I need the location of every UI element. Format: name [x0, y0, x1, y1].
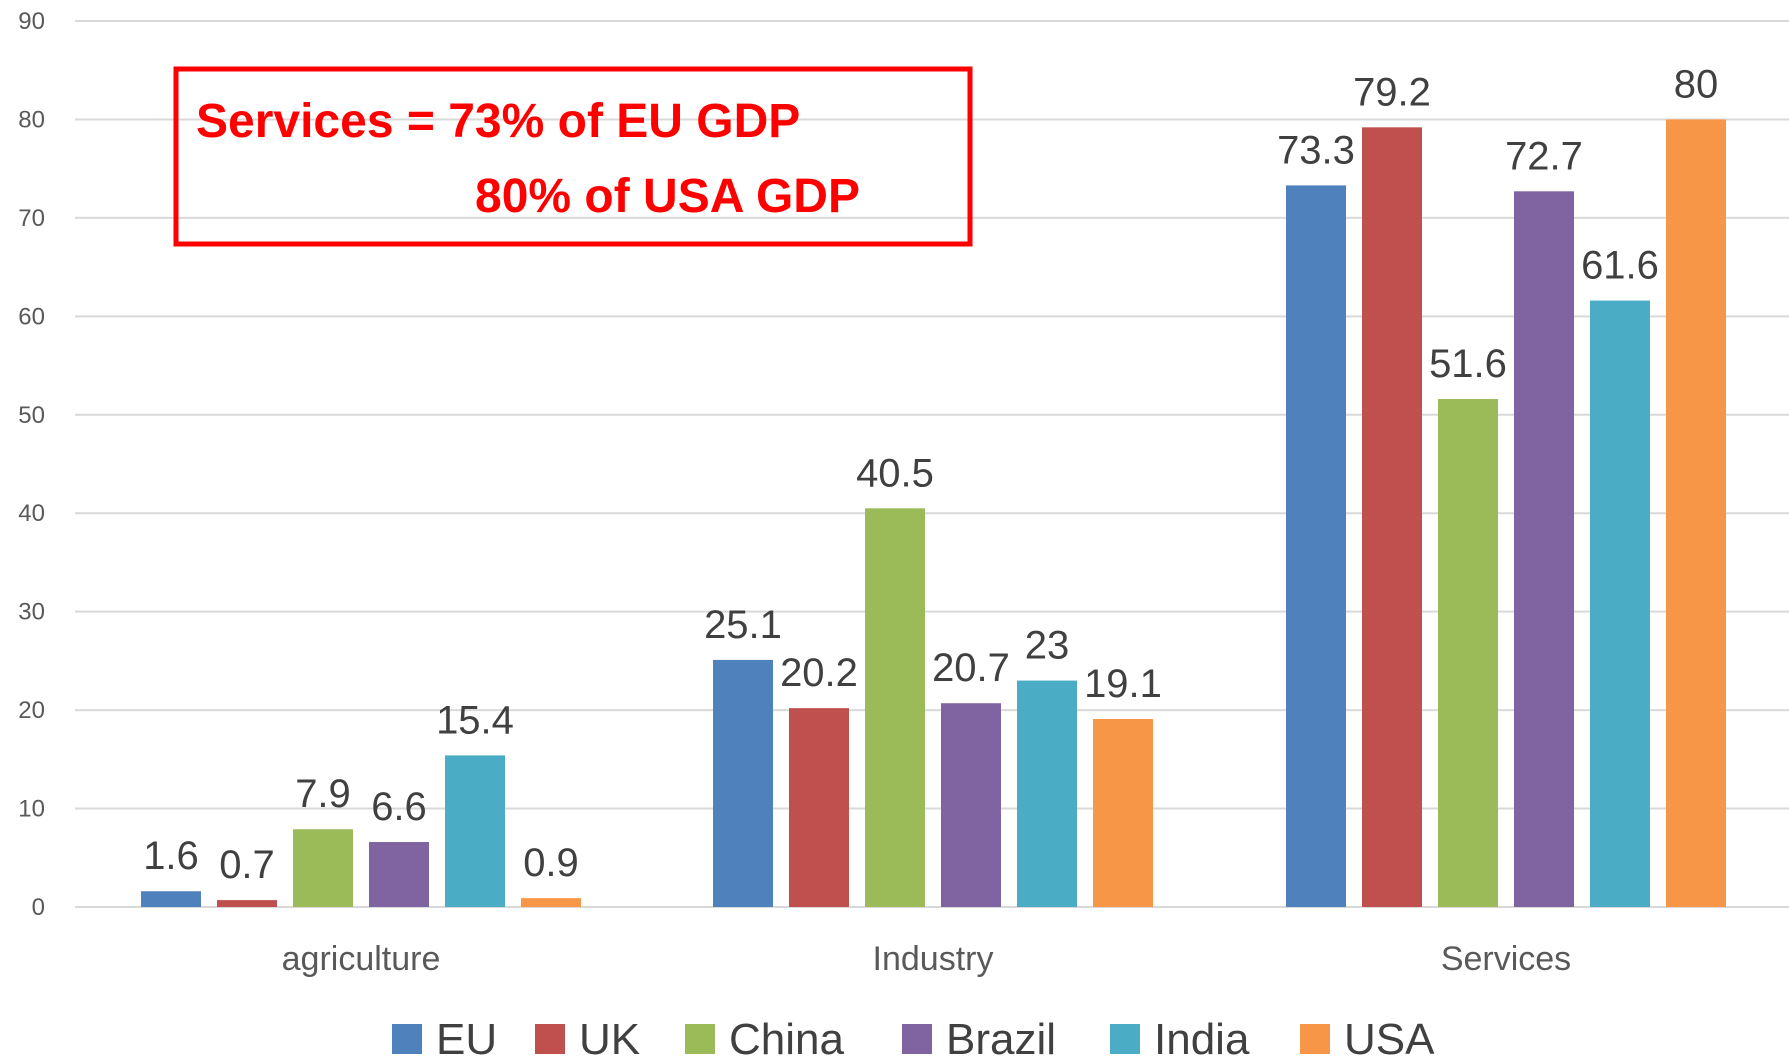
legend-swatch-china	[685, 1024, 715, 1054]
data-label: 15.4	[436, 698, 514, 742]
data-label: 20.7	[932, 646, 1010, 690]
data-label: 0.7	[219, 843, 275, 887]
data-label: 61.6	[1581, 244, 1659, 288]
legend-swatch-india	[1110, 1024, 1140, 1054]
data-label: 23	[1025, 624, 1070, 668]
category-label: Industry	[873, 940, 994, 978]
bar-eu-services	[1286, 185, 1346, 907]
bar-china-industry	[865, 508, 925, 907]
bar-india-services	[1590, 300, 1650, 907]
annotation-line-1: Services = 73% of EU GDP	[196, 95, 800, 148]
gridlines	[75, 20, 1789, 908]
legend-label-china: China	[729, 1015, 844, 1058]
bar-eu-agriculture	[141, 891, 201, 907]
y-tick-label: 10	[18, 796, 45, 823]
bar-brazil-industry	[941, 703, 1001, 907]
y-tick-label: 90	[18, 8, 45, 35]
data-label: 25.1	[704, 603, 782, 647]
bar-uk-services	[1362, 127, 1422, 907]
y-tick-label: 70	[18, 205, 45, 232]
legend-label-usa: USA	[1344, 1015, 1435, 1058]
bar-uk-industry	[789, 708, 849, 907]
data-label: 6.6	[371, 785, 427, 829]
bar-china-agriculture	[293, 829, 353, 907]
data-label: 79.2	[1353, 70, 1431, 114]
data-label: 40.5	[856, 451, 934, 495]
bar-usa-industry	[1093, 718, 1153, 907]
data-label: 1.6	[143, 834, 199, 878]
data-label: 72.7	[1505, 134, 1583, 178]
legend-label-uk: UK	[579, 1015, 640, 1058]
legend-swatch-uk	[535, 1024, 565, 1054]
bar-eu-industry	[713, 659, 773, 907]
category-label: Services	[1441, 940, 1571, 978]
bar-brazil-services	[1514, 191, 1574, 907]
legend-label-brazil: Brazil	[946, 1015, 1056, 1058]
bars	[141, 119, 1726, 907]
y-tick-label: 30	[18, 599, 45, 626]
legend-swatch-brazil	[902, 1024, 932, 1054]
annotation-line-2: 80% of USA GDP	[475, 170, 860, 223]
data-label: 51.6	[1429, 342, 1507, 386]
bar-usa-agriculture	[521, 898, 581, 907]
bar-usa-services	[1666, 119, 1726, 907]
legend-label-india: India	[1154, 1015, 1250, 1058]
data-label: 73.3	[1277, 128, 1355, 172]
x-axis-categories: agriculture Industry Services	[282, 940, 1572, 978]
legend: EU UK China Brazil India USA	[392, 1015, 1435, 1063]
data-label: 80	[1674, 62, 1719, 106]
bar-china-services	[1438, 399, 1498, 907]
y-tick-label: 50	[18, 402, 45, 429]
y-tick-label: 0	[32, 894, 45, 921]
data-label: 7.9	[295, 772, 351, 816]
legend-label-eu: EU	[436, 1015, 497, 1058]
bar-india-agriculture	[445, 755, 505, 907]
y-tick-label: 60	[18, 303, 45, 330]
data-labels: 1.6 25.1 73.3 0.7 20.2 79.2 7.9 40.5 51.6 6.6 20.7…	[143, 62, 1718, 887]
legend-swatch-usa	[1300, 1024, 1330, 1054]
legend-swatch-eu	[392, 1024, 422, 1054]
bar-india-industry	[1017, 680, 1077, 907]
y-tick-label: 40	[18, 500, 45, 527]
y-tick-label: 20	[18, 697, 45, 724]
bar-uk-agriculture	[217, 900, 277, 907]
annotation-box: Services = 73% of EU GDP 80% of USA GDP	[173, 66, 973, 247]
category-label: agriculture	[282, 940, 441, 978]
data-label: 20.2	[780, 651, 858, 695]
data-label: 0.9	[523, 841, 579, 885]
data-label: 19.1	[1084, 662, 1162, 706]
bar-brazil-agriculture	[369, 842, 429, 907]
y-tick-label: 80	[18, 106, 45, 133]
y-axis-ticks: 0 10 20 30 40 50 60 70 80 90	[18, 8, 45, 921]
annotation-border	[173, 66, 973, 247]
